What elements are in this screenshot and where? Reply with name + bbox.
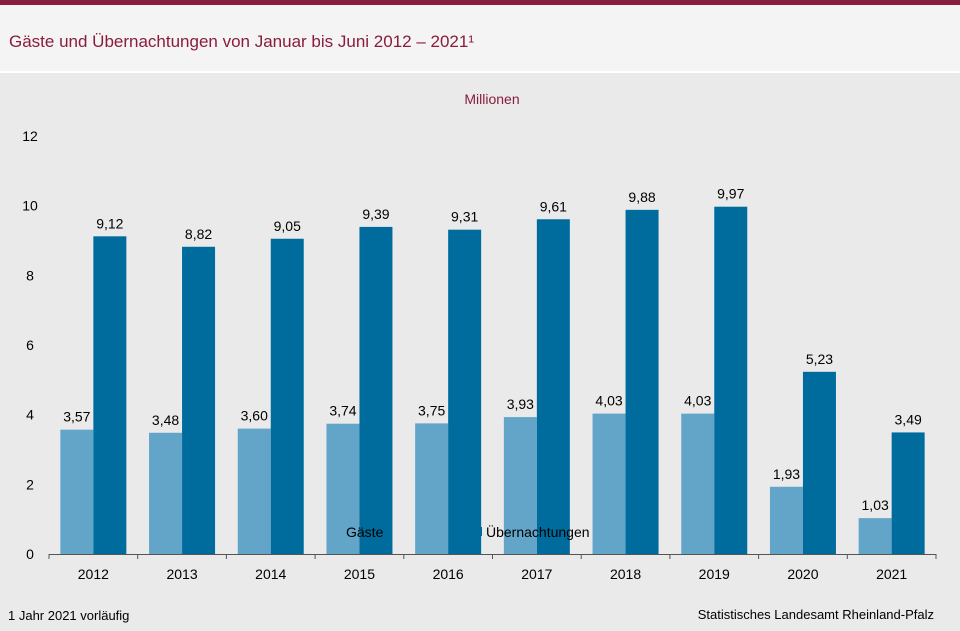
data-label: 3,75 (418, 402, 445, 418)
data-label: 9,97 (717, 186, 744, 202)
bar-gaeste-2021 (858, 518, 892, 554)
data-label: 5,23 (806, 351, 833, 367)
x-tick-label: 2016 (433, 566, 464, 582)
bar-gaeste-2017 (503, 417, 537, 554)
data-label: 4,03 (595, 393, 622, 409)
y-tick-label: 8 (26, 267, 34, 283)
legend-label: Gäste (346, 524, 384, 540)
data-label: 1,93 (773, 466, 800, 482)
bar-uebernachtungen-2013 (182, 246, 216, 554)
data-label: 9,39 (362, 206, 389, 222)
data-label: 4,03 (684, 393, 711, 409)
x-tick-label: 2018 (610, 566, 641, 582)
legend-swatch (333, 527, 342, 536)
data-label: 3,48 (152, 412, 179, 428)
y-tick-label: 12 (22, 128, 38, 144)
y-tick-label: 6 (26, 337, 34, 353)
footnote: 1 Jahr 2021 vorläufig (8, 608, 130, 623)
bar-uebernachtungen-2019 (714, 206, 748, 554)
bar-uebernachtungen-2016 (448, 229, 482, 554)
bar-chart: Millionen 0 2 4 6 8 10 12 3,57 9,12 3,48 8,82 3,60… (22, 91, 937, 582)
x-tick-label: 2020 (787, 566, 818, 582)
x-tick-label: 2017 (521, 566, 552, 582)
x-tick-label: 2014 (255, 566, 286, 582)
bar-uebernachtungen-2012 (93, 236, 127, 554)
x-axis: 2012 2013 2014 2015 2016 2017 2018 2019 2020 2021 (48, 554, 937, 582)
data-label: 9,12 (96, 215, 123, 231)
source-note: Statistisches Landesamt Rheinland-Pfalz (697, 607, 934, 622)
divider (0, 71, 960, 73)
y-tick-label: 0 (26, 546, 34, 562)
bar-gaeste-2019 (681, 413, 715, 554)
data-label: 3,74 (329, 403, 356, 419)
x-tick-label: 2019 (699, 566, 730, 582)
bar-gaeste-2020 (769, 486, 803, 554)
bars: 3,57 9,12 3,48 8,82 3,60 9,05 3,74 9,39 3,75 9,31… (60, 186, 925, 555)
bar-gaeste-2016 (415, 423, 449, 554)
unit-label: Millionen (464, 91, 519, 107)
y-axis: 0 2 4 6 8 10 12 (22, 128, 38, 562)
bar-gaeste-2013 (149, 432, 183, 554)
data-label: 3,93 (507, 396, 534, 412)
data-label: 9,31 (451, 209, 478, 225)
data-label: 8,82 (185, 226, 212, 242)
bar-uebernachtungen-2018 (625, 209, 659, 554)
top-accent-bar (0, 0, 960, 5)
header: Gäste und Übernachtungen von Januar bis … (0, 5, 960, 71)
x-tick-label: 2015 (344, 566, 375, 582)
bar-uebernachtungen-2021 (891, 432, 925, 554)
legend-label: Übernachtungen (486, 523, 590, 540)
bar-gaeste-2014 (237, 428, 271, 554)
bar-uebernachtungen-2015 (359, 226, 393, 555)
data-label: 9,61 (540, 198, 567, 214)
data-label: 9,88 (628, 189, 655, 205)
bar-gaeste-2018 (592, 413, 626, 554)
data-label: 3,49 (895, 411, 922, 427)
bar-uebernachtungen-2020 (802, 371, 836, 554)
data-label: 3,57 (63, 409, 90, 425)
x-tick-label: 2012 (78, 566, 109, 582)
legend: Gäste Übernachtungen (333, 523, 590, 540)
page-title: Gäste und Übernachtungen von Januar bis … (9, 32, 474, 51)
data-label: 1,03 (862, 497, 889, 513)
data-label: 3,60 (241, 408, 268, 424)
y-tick-label: 4 (26, 407, 34, 423)
bar-gaeste-2012 (60, 429, 94, 554)
x-tick-label: 2013 (166, 566, 197, 582)
y-tick-label: 2 (26, 476, 34, 492)
bar-gaeste-2015 (326, 423, 360, 554)
data-label: 9,05 (274, 218, 301, 234)
bar-uebernachtungen-2014 (270, 238, 304, 554)
bar-uebernachtungen-2017 (536, 219, 570, 555)
legend-swatch (473, 527, 482, 536)
x-tick-label: 2021 (876, 566, 907, 582)
y-tick-label: 10 (22, 198, 38, 214)
